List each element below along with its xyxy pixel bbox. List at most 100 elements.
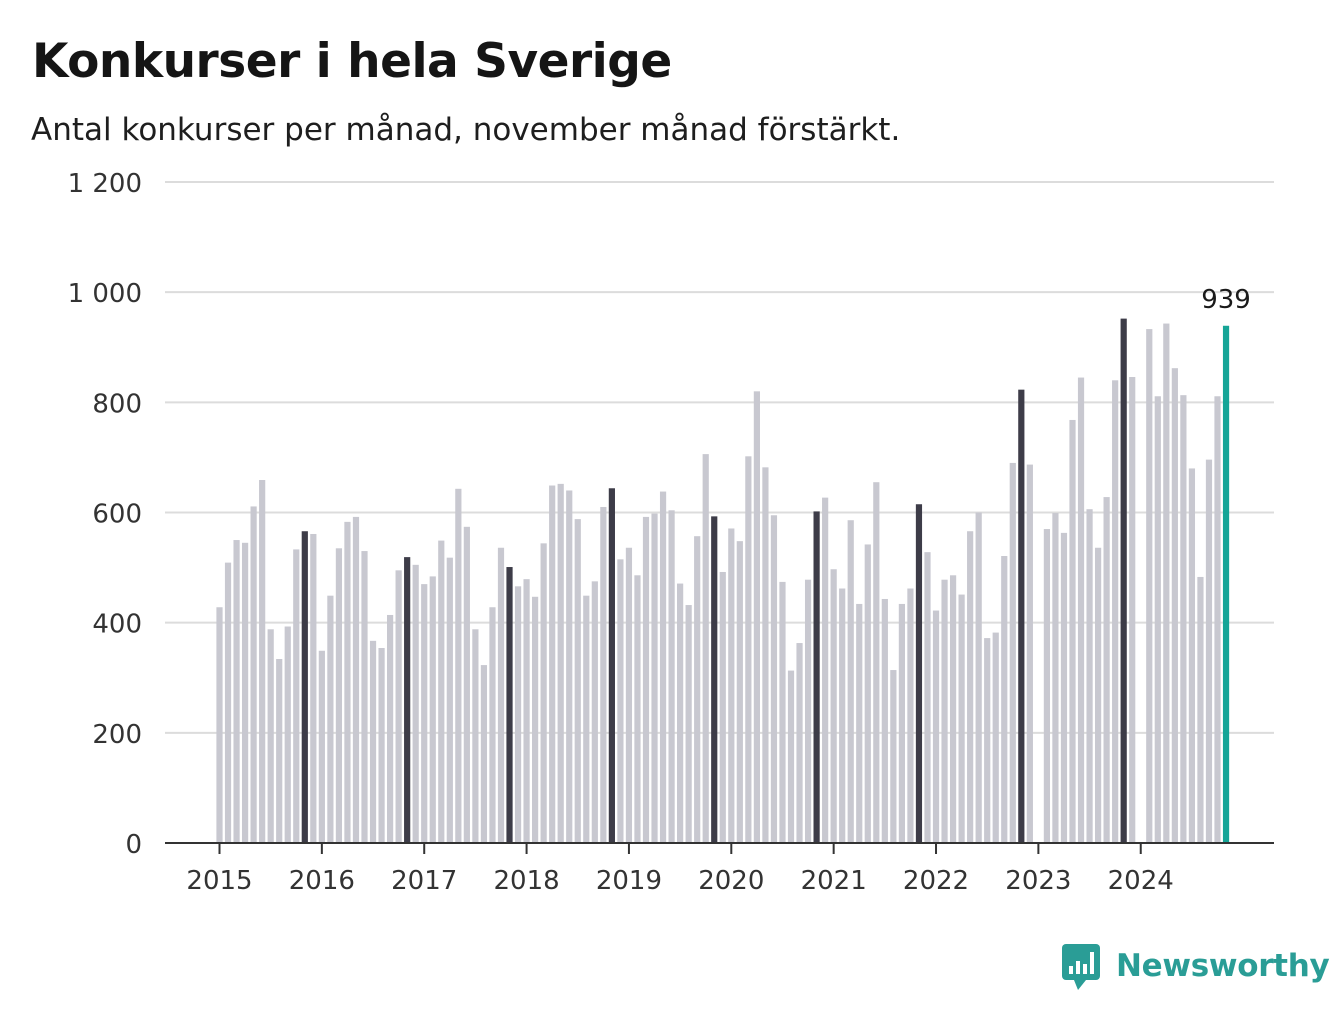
bar-2024-06 (1180, 395, 1187, 843)
bar-2019-07 (677, 583, 684, 843)
bar-2020-02 (736, 541, 743, 843)
y-tick-label: 1 200 (68, 169, 142, 199)
bar-2017-01 (421, 584, 428, 843)
bar-2018-06 (566, 490, 573, 843)
x-tick-label: 2022 (903, 866, 969, 896)
bar-2018-09 (591, 581, 598, 843)
bar-2023-04 (1060, 532, 1068, 843)
y-tick-label: 1 000 (68, 279, 142, 309)
x-tick-label: 2020 (698, 866, 764, 896)
bar-2017-08 (480, 665, 488, 843)
bar-2015-02 (224, 562, 232, 843)
bar-2019-12 (719, 571, 726, 843)
bar-2020-10 (804, 579, 812, 843)
bar-2022-10 (1009, 462, 1016, 843)
bar-2018-08 (583, 595, 590, 843)
bar-2020-12 (822, 497, 829, 843)
bar-2018-05 (557, 483, 564, 843)
bar-2019-10 (702, 454, 709, 843)
bar-2022-12 (1026, 464, 1033, 843)
bar-2017-10 (497, 547, 505, 843)
bar-2015-06 (259, 480, 266, 843)
bar-2024-09 (1205, 459, 1213, 843)
bar-2019-03 (642, 516, 650, 843)
bar-2023-08 (1094, 547, 1102, 843)
bar-2020-04 (753, 391, 760, 843)
bar-2017-04 (446, 557, 453, 843)
newsworthy-icon (1062, 944, 1100, 990)
bar-2022-04 (958, 594, 965, 843)
newsworthy-logo: Newsworthy (1062, 940, 1330, 992)
bar-2018-03 (540, 543, 547, 843)
bar-2022-11 (1018, 389, 1025, 843)
bar-2021-09 (898, 603, 905, 843)
bar-2020-05 (762, 467, 769, 843)
bar-2021-10 (907, 588, 914, 843)
bar-2015-09 (284, 626, 291, 843)
x-tick-label: 2021 (801, 866, 867, 896)
bar-2017-12 (514, 586, 522, 843)
bar-2024-03 (1154, 396, 1161, 843)
bar-2024-08 (1197, 576, 1204, 843)
bar-2018-07 (574, 519, 581, 843)
bar-2016-06 (361, 551, 368, 843)
bar-2020-03 (745, 456, 752, 843)
bar-2024-02 (1146, 329, 1153, 843)
bar-2016-01 (318, 650, 325, 843)
x-tick-label: 2023 (1005, 866, 1071, 896)
bar-2024-11 (1222, 325, 1230, 843)
bar-2015-03 (233, 540, 240, 843)
bar-2019-08 (685, 605, 692, 843)
bar-2017-05 (455, 488, 462, 843)
x-tick-label: 2016 (289, 866, 355, 896)
bar-2021-03 (847, 520, 854, 843)
bar-2023-05 (1069, 419, 1076, 843)
bar-2022-01 (932, 610, 940, 843)
y-tick-label: 200 (92, 720, 142, 750)
y-tick-label: 400 (92, 610, 142, 640)
x-tick-label: 2018 (493, 866, 559, 896)
bar-2016-02 (327, 595, 334, 843)
bar-2021-07 (881, 598, 888, 843)
bar-2016-07 (369, 640, 377, 843)
bar-2023-03 (1052, 513, 1059, 843)
bar-2019-09 (694, 536, 701, 843)
bar-2024-04 (1163, 323, 1170, 843)
bar-2015-05 (250, 506, 257, 843)
latest-value-label: 939 (1201, 285, 1251, 315)
bar-2015-04 (241, 542, 249, 843)
bar-2022-03 (949, 575, 957, 843)
bar-2020-07 (779, 581, 786, 843)
bar-2016-05 (352, 516, 360, 843)
bar-2019-02 (634, 575, 641, 843)
bar-2021-06 (873, 482, 880, 843)
x-axis-ticks: 2015 2016 2017 2018 2019 2020 2021 2022 2023 2024 (186, 843, 1174, 896)
bar-2023-02 (1043, 529, 1051, 843)
bar-2015-08 (276, 659, 283, 843)
bar-2019-05 (659, 491, 667, 843)
x-tick-label: 2015 (186, 866, 252, 896)
bar-2022-09 (1001, 556, 1008, 843)
bar-2016-08 (378, 648, 385, 843)
bar-2016-04 (344, 521, 351, 843)
bar-2016-03 (335, 548, 343, 843)
bar-2022-05 (967, 531, 974, 843)
bar-2020-08 (787, 670, 795, 843)
bar-2021-12 (924, 552, 931, 843)
bar-2020-11 (813, 511, 820, 843)
bar-2020-09 (796, 643, 803, 843)
y-tick-label: 600 (92, 500, 142, 530)
bar-2018-02 (532, 596, 539, 843)
bar-2021-05 (864, 544, 871, 843)
bar-2024-05 (1171, 368, 1178, 843)
bar-2017-06 (463, 526, 470, 843)
bar-2023-11 (1120, 318, 1127, 843)
bar-2017-07 (472, 629, 479, 843)
bar-2018-04 (549, 485, 556, 843)
x-tick-label: 2019 (596, 866, 662, 896)
brand-name: Newsworthy (1116, 948, 1330, 984)
bar-2015-12 (310, 533, 317, 843)
bar-2024-10 (1214, 396, 1221, 843)
bar-2023-06 (1077, 377, 1085, 843)
bar-2018-01 (523, 579, 530, 843)
